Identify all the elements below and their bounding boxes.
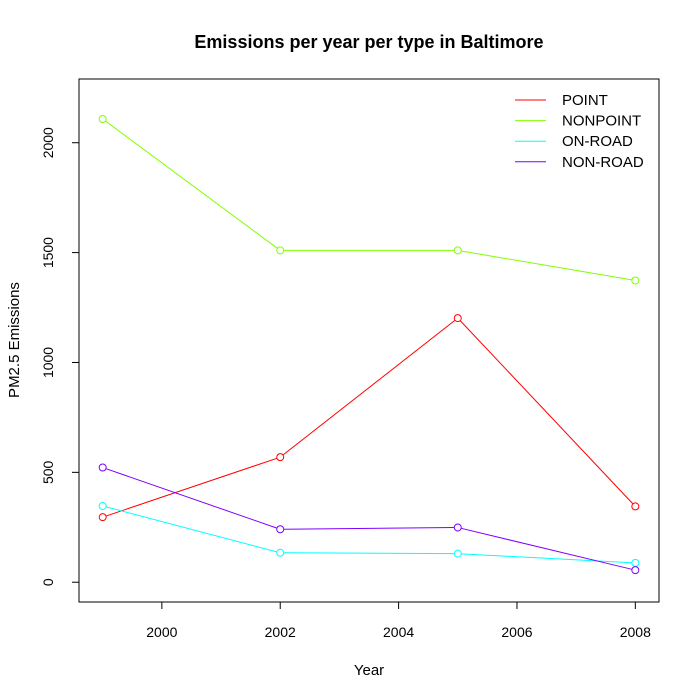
data-point	[631, 502, 640, 511]
series-line-segment	[282, 319, 456, 456]
y-tick-label: 2000	[40, 127, 56, 158]
data-point	[453, 314, 462, 323]
legend-item-point: POINT	[515, 92, 608, 109]
data-point	[98, 501, 107, 510]
x-tick-label: 2004	[383, 624, 414, 640]
series-line-segment	[105, 506, 277, 553]
x-tick-label: 2008	[620, 624, 651, 640]
data-point	[98, 463, 107, 472]
series-line-segment	[105, 457, 278, 517]
data-point	[276, 525, 285, 534]
data-point	[98, 114, 107, 123]
legend-item-nonpoint: NONPOINT	[515, 113, 641, 130]
y-tick-label: 1500	[40, 237, 56, 268]
series-line-segment	[461, 250, 632, 281]
y-tick-label: 0	[40, 578, 56, 586]
series-non-road	[98, 463, 640, 575]
series-line-segment	[459, 320, 634, 505]
series-line-segment	[283, 552, 455, 555]
series-line-segment	[461, 553, 632, 564]
y-axis-label: PM2.5 Emissions	[6, 282, 23, 398]
data-point	[453, 549, 462, 558]
series-nonpoint	[98, 114, 640, 285]
x-tick-label: 2002	[265, 624, 296, 640]
series-line-segment	[461, 527, 633, 570]
data-point	[276, 246, 285, 255]
x-axis-label: Year	[354, 662, 384, 679]
legend-label: POINT	[562, 92, 608, 109]
data-point	[453, 523, 462, 532]
legend-label: NON-ROAD	[562, 154, 644, 171]
legend-label: ON-ROAD	[562, 133, 633, 150]
data-point	[276, 548, 285, 557]
legend: POINT NONPOINT ON-ROAD NON-ROAD	[515, 92, 644, 171]
data-point	[98, 513, 107, 522]
x-axis: 2000 2002 2004 2006 2008	[146, 601, 651, 640]
data-point	[276, 453, 285, 462]
series-line-segment	[105, 120, 278, 249]
y-tick-label: 1000	[40, 347, 56, 378]
series-on-road	[98, 501, 640, 567]
chart-title: Emissions per year per type in Baltimore	[194, 32, 543, 52]
series-line-segment	[283, 527, 455, 530]
legend-item-on-road: ON-ROAD	[515, 133, 633, 150]
data-point	[453, 246, 462, 255]
series-layer	[98, 114, 640, 575]
legend-item-non-road: NON-ROAD	[515, 154, 644, 171]
series-point	[98, 314, 640, 522]
series-line-segment	[105, 468, 278, 529]
y-tick-label: 500	[40, 460, 56, 484]
x-tick-label: 2000	[146, 624, 177, 640]
legend-label: NONPOINT	[562, 113, 641, 130]
data-point	[631, 276, 640, 285]
y-axis: 0 500 1000 1500 2000	[40, 127, 80, 586]
x-tick-label: 2006	[501, 624, 532, 640]
data-point	[631, 566, 640, 575]
